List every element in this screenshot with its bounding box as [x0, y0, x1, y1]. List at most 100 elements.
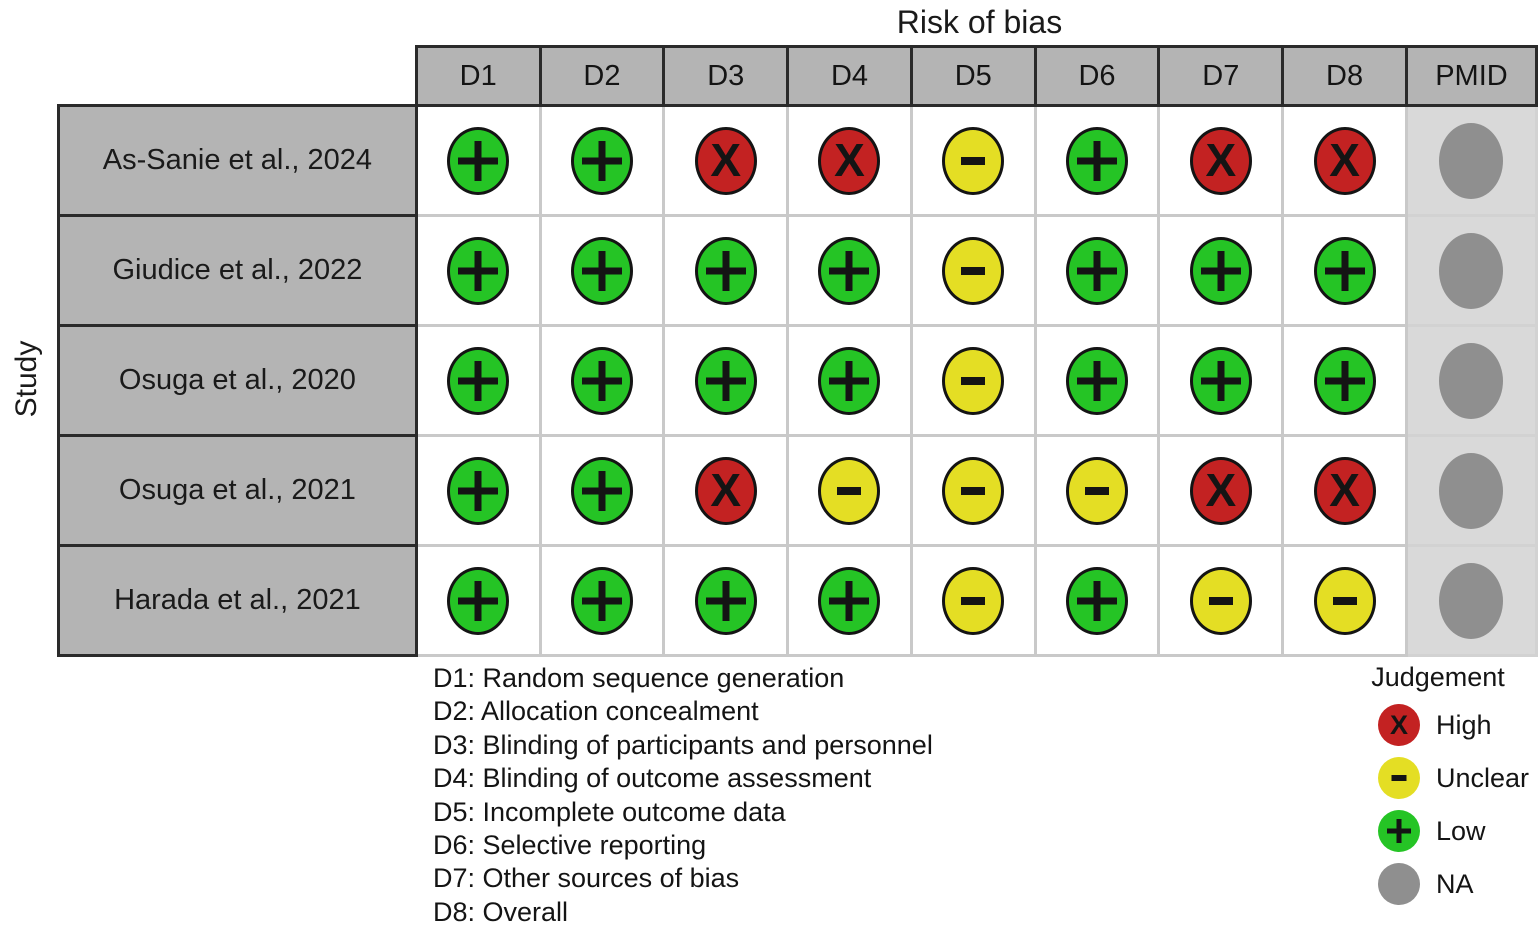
judgement-low-icon [570, 126, 633, 195]
judgement-cell-d5 [909, 324, 1037, 437]
domain-definition: D5: Incomplete outcome data [433, 796, 786, 827]
judgement-cell-d2 [538, 214, 666, 327]
judgement-cell-d7 [1157, 544, 1285, 657]
judgement-cell-d1 [414, 434, 542, 547]
judgement-na-icon [1439, 122, 1504, 199]
study-label: Giudice et al., 2022 [57, 214, 418, 327]
judgement-high-symbol: X [1389, 709, 1408, 740]
judgement-cell-d1 [414, 544, 542, 657]
judgement-low-icon [1066, 566, 1129, 635]
judgement-cell-d4 [786, 324, 913, 437]
judgement-cell-d3 [662, 214, 790, 327]
judgement-cell-d5 [909, 214, 1037, 327]
judgement-unclear-icon [942, 346, 1005, 415]
judgement-cell-d7 [1157, 214, 1285, 327]
judgement-cell-d7: X [1157, 434, 1285, 547]
judgement-cell-d6 [1033, 324, 1161, 437]
judgement-na-icon [1439, 562, 1504, 639]
judgement-low-icon [694, 346, 757, 415]
study-row: Harada et al., 2021 [57, 544, 1538, 657]
judgement-na-icon [1439, 232, 1504, 309]
domain-definition: D8: Overall [433, 896, 569, 927]
judgement-high-icon: X [1313, 126, 1376, 195]
judgement-cell-d5 [909, 104, 1037, 217]
judgement-high-icon: X [1378, 704, 1420, 746]
column-header-d4: D4 [786, 45, 913, 107]
study-row: Osuga et al., 2020 [57, 324, 1538, 437]
pmid-cell [1404, 104, 1538, 217]
judgement-cell-d6 [1033, 544, 1161, 657]
judgement-low-icon [447, 456, 510, 525]
judgement-legend-label-low: Low [1436, 815, 1486, 846]
study-label: Osuga et al., 2021 [57, 434, 418, 547]
judgement-cell-d1 [414, 214, 542, 327]
domain-definition: D4: Blinding of outcome assessment [433, 763, 872, 794]
judgement-legend-label-unclear: Unclear [1436, 762, 1530, 793]
judgement-low-icon [818, 236, 881, 305]
judgement-cell-d4 [786, 434, 913, 547]
judgement-low-icon [1066, 236, 1129, 305]
judgement-cell-d4 [786, 544, 913, 657]
judgement-low-icon [1378, 810, 1420, 852]
judgement-cell-d8 [1281, 544, 1408, 657]
study-label: Osuga et al., 2020 [57, 324, 418, 437]
column-header-d7: D7 [1157, 45, 1285, 107]
column-header-d8: D8 [1281, 45, 1408, 107]
judgement-cell-d8: X [1281, 434, 1408, 547]
judgement-high-symbol: X [1329, 463, 1360, 516]
judgement-low-icon [1189, 346, 1252, 415]
judgement-low-icon [694, 566, 757, 635]
judgement-cell-d4: X [786, 104, 913, 217]
judgement-cell-d5 [909, 434, 1037, 547]
column-header-d5: D5 [909, 45, 1037, 107]
judgement-high-icon: X [818, 126, 881, 195]
judgement-legend-item-unclear: Unclear [1363, 757, 1538, 799]
judgement-low-icon [1066, 126, 1129, 195]
judgement-cell-d7: X [1157, 104, 1285, 217]
judgement-high-icon: X [1313, 456, 1376, 525]
judgement-legend-item-na: NA [1363, 863, 1538, 905]
judgement-cell-d4 [786, 214, 913, 327]
judgement-high-symbol: X [834, 133, 865, 186]
domain-definition: D2: Allocation concealment [433, 696, 759, 727]
corner-cell [58, 46, 417, 106]
judgement-na-icon [1439, 452, 1504, 529]
judgement-cell-d3: X [662, 104, 790, 217]
judgement-low-icon [447, 236, 510, 305]
pmid-cell [1404, 214, 1538, 327]
study-row: As-Sanie et al., 2024 X X X X [57, 104, 1538, 217]
judgement-low-icon [447, 346, 510, 415]
judgement-high-symbol: X [710, 133, 742, 186]
judgement-high-icon: X [694, 456, 757, 525]
judgement-cell-d2 [538, 434, 666, 547]
pmid-cell [1404, 544, 1538, 657]
judgement-cell-d8 [1281, 214, 1408, 327]
judgement-cell-d2 [538, 324, 666, 437]
column-header-row: D1 D2 D3 D4 D5 D6 D7 D8 PMID [58, 45, 1538, 107]
domain-definition: D6: Selective reporting [433, 830, 707, 861]
judgement-high-symbol: X [1205, 133, 1237, 186]
judgement-cell-d5 [909, 544, 1037, 657]
judgement-unclear-icon [1066, 456, 1129, 525]
judgement-high-symbol: X [1205, 463, 1237, 516]
column-header-d3: D3 [662, 45, 790, 107]
judgement-cell-d3 [662, 324, 790, 437]
pmid-cell [1404, 324, 1538, 437]
column-header-pmid: PMID [1404, 45, 1538, 107]
judgement-legend-label-na: NA [1436, 868, 1474, 899]
judgement-unclear-icon [942, 236, 1005, 305]
judgement-high-icon: X [694, 126, 757, 195]
judgement-na-icon [1439, 342, 1504, 419]
judgement-low-icon [1189, 236, 1252, 305]
judgement-high-icon: X [1189, 456, 1252, 525]
pmid-cell [1404, 434, 1538, 547]
study-label: As-Sanie et al., 2024 [57, 104, 418, 217]
judgement-cell-d1 [414, 104, 542, 217]
judgement-cell-d6 [1033, 104, 1161, 217]
judgement-unclear-icon [1189, 566, 1252, 635]
judgement-cell-d2 [538, 544, 666, 657]
judgement-cell-d8 [1281, 324, 1408, 437]
domain-definition: D7: Other sources of bias [433, 863, 740, 894]
domain-definition: D3: Blinding of participants and personn… [433, 729, 933, 760]
